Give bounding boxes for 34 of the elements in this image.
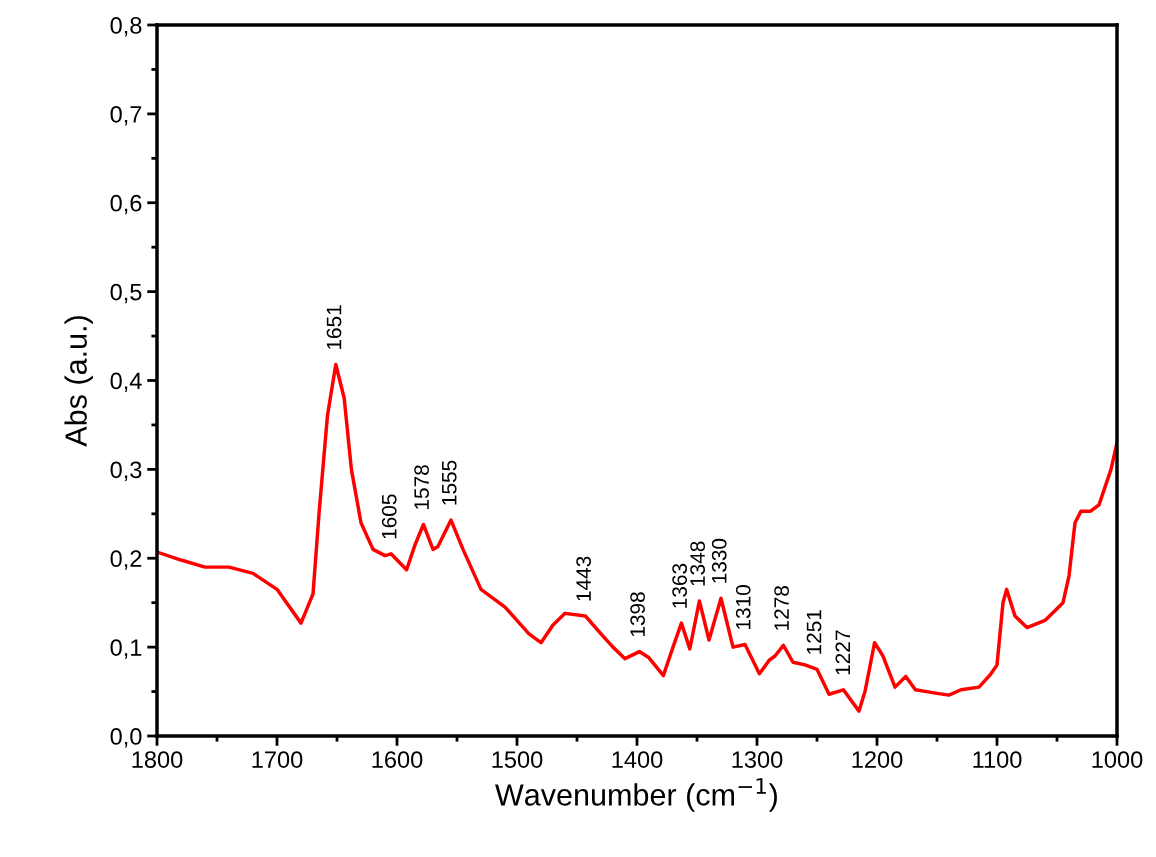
y-tick-label: 0,1	[110, 639, 142, 659]
x-tick-label: 1100	[973, 751, 1022, 768]
x-tick-label: 1600	[372, 751, 423, 768]
annotation: 1251	[806, 610, 822, 654]
annotation: 1443	[576, 556, 591, 601]
x-tick-label: 1300	[732, 751, 783, 768]
annotation: 1605	[381, 494, 397, 539]
annotation: 1555	[442, 460, 457, 505]
x-tick-label: 1000	[1092, 751, 1143, 768]
y-tick-label: 0,5	[110, 283, 142, 304]
x-tick-label: 1200	[852, 751, 903, 768]
annotation: 1578	[414, 465, 429, 509]
annotation: 1278	[774, 586, 789, 630]
y-tick-label: 0,8	[110, 17, 142, 37]
annotation: 1330	[711, 538, 727, 583]
line-series	[157, 362, 1117, 713]
y-tick-label: 0,6	[110, 194, 142, 215]
y-tick-label: 0,7	[110, 105, 142, 126]
annotation: 1398	[630, 592, 645, 637]
x-tick-label: 1400	[612, 751, 663, 768]
x-tick-label: 1700	[252, 751, 303, 768]
annotation: 1363	[672, 563, 687, 608]
x-axis-title: Wavenumber (cm$^{−1}$)	[495, 778, 777, 812]
annotation: 1651	[326, 305, 342, 350]
y-tick-label: 0,4	[110, 372, 142, 393]
annotation: 1310	[735, 585, 751, 629]
x-tick-label: 1800	[132, 751, 183, 768]
annotation: 1227	[835, 630, 850, 675]
y-axis-title: Abs (a.u.)	[64, 316, 93, 447]
y-tick-label: 0,0	[110, 728, 142, 748]
x-tick-label: 1500	[492, 751, 543, 768]
y-tick-label: 0,2	[110, 550, 142, 570]
annotation: 1348	[690, 541, 705, 586]
y-tick-label: 0,3	[110, 461, 142, 481]
